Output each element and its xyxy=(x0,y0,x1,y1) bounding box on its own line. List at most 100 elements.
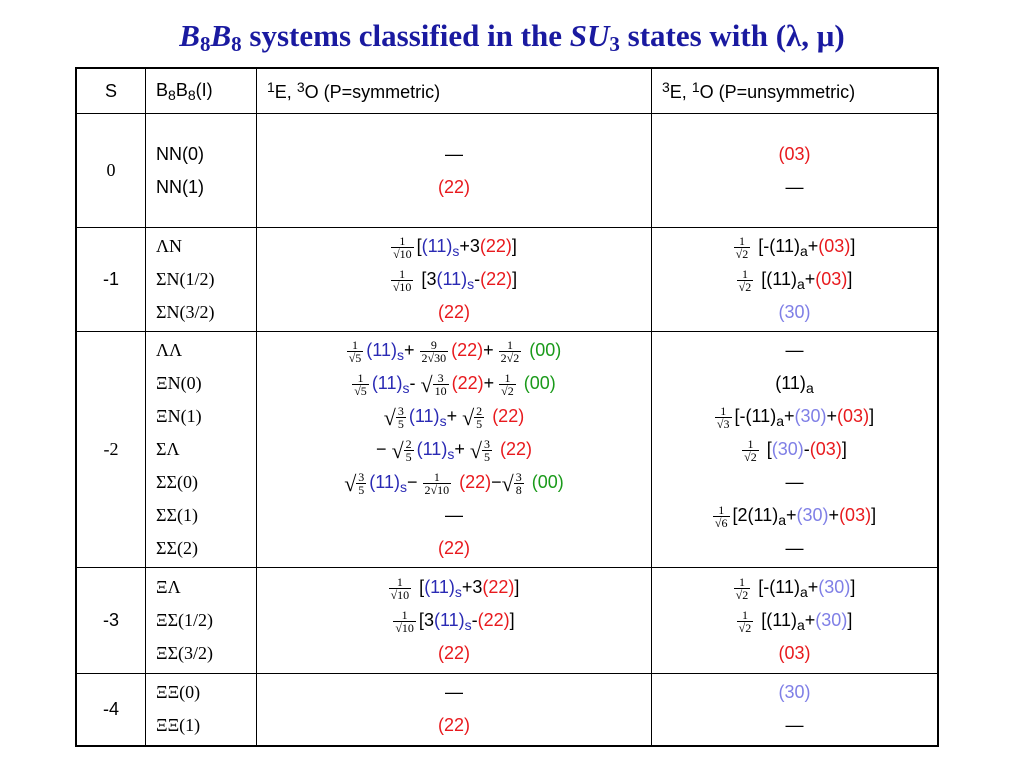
uns-entry: — xyxy=(785,176,804,197)
uns-entry: 1 √6 [2(11)a+(30)+(03)] xyxy=(712,502,877,530)
fraction: 1 √2 xyxy=(736,607,754,635)
pair-label: ΣΣ(2) xyxy=(156,538,198,558)
pair-label: ΞΣ(1/2) xyxy=(156,610,214,630)
sym-entry: 1 √10 [(11)s+3(22)] xyxy=(391,233,517,261)
uns-entry: — xyxy=(785,340,804,360)
strangeness-cell: 0 xyxy=(75,113,146,228)
sym-entry: 1 √5 (11)s+ 9 2√30 (22)+ 1 2√2 (00) xyxy=(346,337,562,365)
pair-label: ΣΛ xyxy=(156,439,180,459)
sym-entry: (22) xyxy=(437,715,470,736)
fraction: 1 √5 xyxy=(352,370,369,398)
fraction: 1 √2 xyxy=(736,266,754,294)
pair-label: ΣN(3/2) xyxy=(156,302,215,322)
uns-entry: 1 √3 [-(11)a+(30)+(03)] xyxy=(714,403,875,431)
sym-entry: (22) xyxy=(437,643,470,663)
sym-entry: — xyxy=(445,682,463,703)
unsymmetric-cell: (30) — xyxy=(651,673,939,746)
classification-table: S B8B8(I) 1E, 3O (P=symmetric) 3E, 1O (P… xyxy=(75,67,939,747)
pair-label: ΞN(0) xyxy=(156,373,202,393)
pair-label: ΞΛ xyxy=(156,577,181,597)
fraction: 1 √10 xyxy=(391,233,414,261)
symmetric-cell: — (22) xyxy=(256,673,652,746)
symmetric-cell: 1 √10 [(11)s+3(22)] 1 √10 [3(11)s-(22)] (22… xyxy=(256,567,652,674)
fraction: 1 √6 xyxy=(712,502,730,530)
header-pair: B8B8(I) xyxy=(145,67,257,114)
fraction: 9 2√30 xyxy=(419,337,449,365)
uns-entry: 1 √2 [-(11)a+(30)] xyxy=(733,574,856,602)
strangeness-cell: -2 xyxy=(75,331,146,568)
sym-entry: (22) xyxy=(437,538,470,558)
sym-entry: — xyxy=(445,143,463,164)
fraction: 1 √3 xyxy=(714,403,732,431)
sym-entry: 1 √5 (11)s- √ 3 10 (22)+ 1 √2 (00) xyxy=(352,370,556,398)
strangeness-cell: -3 xyxy=(75,567,146,674)
unsymmetric-cell: 1 √2 [-(11)a+(03)] 1 √2 [(11)a+(03)] (30) xyxy=(651,227,939,332)
pair-label: ΞΞ(0) xyxy=(156,682,201,703)
fraction: 1 2√2 xyxy=(498,337,522,365)
strangeness-cell: -1 xyxy=(75,227,146,332)
header-unsymmetric: 3E, 1O (P=unsymmetric) xyxy=(651,67,939,114)
sym-entry: — xyxy=(445,505,463,525)
fraction: 3 10 xyxy=(432,370,449,398)
pair-label: ΣN(1/2) xyxy=(156,269,215,289)
sym-entry: √ 3 5 (11)s+ √ 2 5 (22) xyxy=(383,403,525,431)
uns-entry: (03) xyxy=(778,143,811,164)
fraction: 1 2√10 xyxy=(422,469,452,497)
page-title: B8B8 systems classified in the SU3 state… xyxy=(179,18,845,56)
header-row: S B8B8(I) 1E, 3O (P=symmetric) 3E, 1O (P… xyxy=(75,67,939,114)
sym-entry: 1 √10 [3(11)s-(22)] xyxy=(393,607,515,635)
symmetric-cell: 1 √5 (11)s+ 9 2√30 (22)+ 1 2√2 (00) 1 √5 (11)s-… xyxy=(256,331,652,568)
fraction: 1 √5 xyxy=(346,337,364,365)
uns-entry: 1 √2 [-(11)a+(03)] xyxy=(733,233,856,261)
unsymmetric-cell: 1 √2 [-(11)a+(30)] 1 √2 [(11)a+(30)] (03) xyxy=(651,567,939,674)
uns-entry: (30) xyxy=(778,682,811,703)
uns-entry: 1 √2 [(30)-(03)] xyxy=(742,436,847,464)
sym-entry: (22) xyxy=(437,176,470,197)
pair-cell: ΞΞ(0) ΞΞ(1) xyxy=(145,673,257,746)
pair-cell: NN(0) NN(1) xyxy=(145,113,257,228)
table-row: -1 ΛN ΣN(1/2) ΣN(3/2) 1 √10 [(11)s+3(22)] … xyxy=(75,227,939,332)
fraction: 1 √10 xyxy=(393,607,416,635)
table-row: -3 ΞΛ ΞΣ(1/2) ΞΣ(3/2) 1 √10 [(11)s+3(22)]… xyxy=(75,567,939,674)
table-row: -4 ΞΞ(0) ΞΞ(1) — (22) (30) — xyxy=(75,673,939,746)
uns-entry: — xyxy=(785,715,804,736)
pair-label: ΞN(1) xyxy=(156,406,202,426)
uns-entry: — xyxy=(785,538,804,558)
symmetric-cell: — (22) xyxy=(256,113,652,228)
fraction: 1 √2 xyxy=(742,436,759,464)
pair-label: ΞΣ(3/2) xyxy=(156,643,214,663)
pair-cell: ΞΛ ΞΣ(1/2) ΞΣ(3/2) xyxy=(145,567,257,674)
header-s: S xyxy=(75,67,146,114)
uns-entry: (30) xyxy=(778,302,811,322)
table-row: 0 NN(0) NN(1) — (22) (03) — xyxy=(75,113,939,228)
fraction: 1 √2 xyxy=(499,370,516,398)
uns-entry: 1 √2 [(11)a+(30)] xyxy=(736,607,853,635)
pair-cell: ΛΛ ΞN(0) ΞN(1) ΣΛ ΣΣ(0) ΣΣ(1) ΣΣ(2) xyxy=(145,331,257,568)
sym-entry: 1 √10 [(11)s+3(22)] xyxy=(388,574,520,602)
pair-label: ΣΣ(1) xyxy=(156,505,198,525)
pair-label: ΞΞ(1) xyxy=(156,715,201,736)
fraction: 1 √10 xyxy=(388,574,412,602)
uns-entry: (03) xyxy=(778,643,811,663)
unsymmetric-cell: — (11)a 1 √3 [-(11)a+(30)+(03)] 1 √2 [(30)-… xyxy=(651,331,939,568)
sym-entry: (22) xyxy=(437,302,470,322)
uns-entry: 1 √2 [(11)a+(03)] xyxy=(736,266,853,294)
uns-entry: — xyxy=(785,472,804,492)
fraction: 1 √2 xyxy=(733,574,751,602)
unsymmetric-cell: (03) — xyxy=(651,113,939,228)
strangeness-cell: -4 xyxy=(75,673,146,746)
sym-entry: − √ 2 5 (11)s+ √ 3 5 (22) xyxy=(376,436,532,464)
pair-label: NN(1) xyxy=(156,176,204,197)
pair-label: ΣΣ(0) xyxy=(156,472,198,492)
symmetric-cell: 1 √10 [(11)s+3(22)] 1 √10 [3(11)s-(22)] (22… xyxy=(256,227,652,332)
pair-label: NN(0) xyxy=(156,143,204,164)
fraction: 1 √2 xyxy=(733,233,751,261)
sym-entry: √ 3 5 (11)s− 1 2√10 (22)−√ 3 8 (00) xyxy=(344,469,564,497)
pair-label: ΛΛ xyxy=(156,340,183,360)
